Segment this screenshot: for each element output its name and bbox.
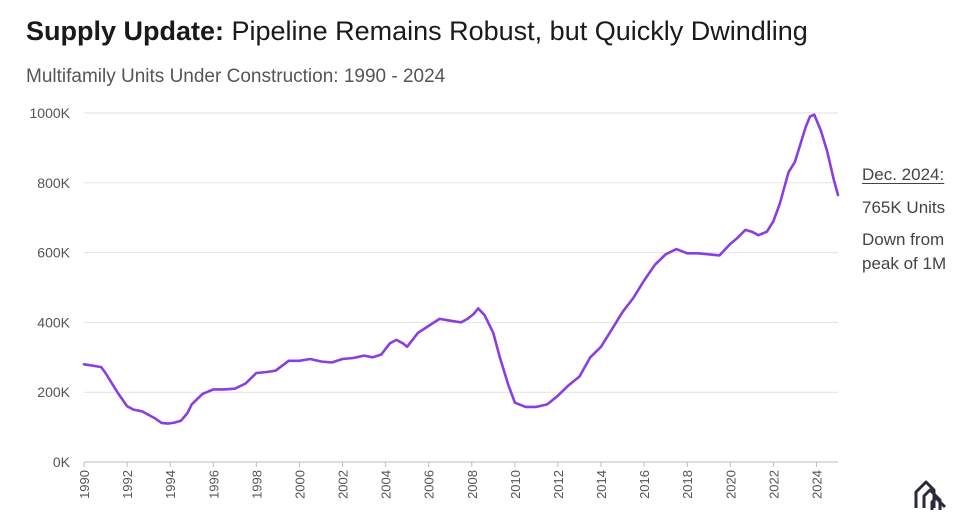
series-layer xyxy=(82,113,840,425)
series-line-under-construction xyxy=(82,113,840,425)
x-tick-label: 2018 xyxy=(680,470,695,499)
x-tick-label: 1998 xyxy=(249,470,264,499)
x-tick-label: 2004 xyxy=(379,470,394,499)
chart-subtitle: Multifamily Units Under Construction: 19… xyxy=(26,66,446,87)
gridlines xyxy=(84,112,838,463)
x-tick-label: 2020 xyxy=(723,470,738,499)
brand-logo-icon xyxy=(914,480,947,510)
title-rest-part: Pipeline Remains Robust, but Quickly Dwi… xyxy=(224,16,808,46)
title-bold-part: Supply Update: xyxy=(26,16,225,46)
x-tick-label: 2022 xyxy=(766,470,781,499)
y-tick-label: 1000K xyxy=(30,105,71,121)
x-tick-label: 2000 xyxy=(292,470,307,499)
x-tick-label: 2006 xyxy=(422,470,437,499)
annotation-down-from-peak: Down from peak of 1M xyxy=(862,228,946,276)
y-tick-label: 0K xyxy=(53,454,71,470)
x-tick-label: 2010 xyxy=(508,470,523,499)
x-tick-label: 2008 xyxy=(465,470,480,499)
x-tick-label: 2024 xyxy=(809,470,824,499)
x-tick-label: 1994 xyxy=(163,470,178,499)
annotation-down-line2: peak of 1M xyxy=(862,254,947,273)
annotation-down-line1: Down from xyxy=(862,230,945,249)
y-tick-label: 200K xyxy=(37,384,70,400)
x-tick-label: 2012 xyxy=(551,470,566,499)
x-axis-tick-labels: 1990 1992 1994 1996 1998 2000 2002 2004 2006 2008… xyxy=(77,462,824,499)
y-tick-label: 400K xyxy=(37,314,70,330)
x-tick-label: 2014 xyxy=(594,470,609,499)
x-tick-label: 2016 xyxy=(637,470,652,499)
y-tick-label: 600K xyxy=(37,245,70,261)
x-tick-label: 1996 xyxy=(206,470,221,499)
x-tick-label: 1992 xyxy=(120,470,135,499)
y-tick-label: 800K xyxy=(37,175,70,191)
y-axis-tick-labels: 0K 200K 400K 600K 800K 1000K xyxy=(30,105,71,470)
annotation-units: 765K Units xyxy=(862,198,946,217)
x-tick-label: 2002 xyxy=(336,470,351,499)
x-tick-label: 1990 xyxy=(77,470,92,499)
chart-title: Supply Update: Pipeline Remains Robust, … xyxy=(26,14,808,48)
annotation-date: Dec. 2024: xyxy=(862,165,945,184)
